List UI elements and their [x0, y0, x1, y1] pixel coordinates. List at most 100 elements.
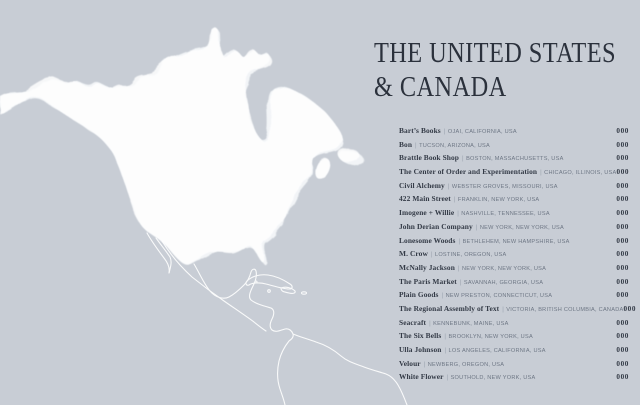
entry-divider: | — [459, 279, 462, 286]
entry-name: Brattle Book Shop — [399, 153, 460, 163]
cuba-islet-outline — [254, 280, 258, 284]
entry-divider: | — [462, 156, 464, 163]
contents-entry-row: Brattle Book Shop | BOSTON, MASSACHUSETT… — [399, 153, 629, 167]
entry-page-number: 000 — [616, 222, 629, 231]
contents-entry-row: McNally Jackson | NEW YORK, NEW YORK, US… — [399, 263, 629, 277]
entry-name: Bart’s Books — [399, 126, 441, 135]
contents-entry-row: Seacraft | KENNEBUNK, MAINE, USA 000 — [399, 318, 629, 332]
entry-page-number: 000 — [616, 318, 629, 327]
entry-location: NASHVILLE, TENNESSEE, USA — [461, 211, 550, 218]
entry-page-number: 000 — [616, 181, 629, 190]
entry-location: BOSTON, MASSACHUSETTS, USA — [466, 156, 564, 163]
entry-location: TUCSON, ARIZONA, USA — [419, 142, 490, 149]
entry-page-number: 000 — [616, 140, 629, 149]
entry-name: Lonesome Woods — [399, 235, 456, 245]
entry-page-number: 000 — [616, 154, 629, 163]
entry-name: M. Crow — [399, 249, 428, 259]
entry-name: Civil Alchemy — [399, 180, 445, 190]
entry-location: BETHLEHEM, NEW HAMPSHIRE, USA — [462, 238, 570, 245]
entry-name: Imogene + Willie — [399, 208, 455, 218]
entry-divider: | — [458, 238, 461, 245]
contents-entry-row: Lonesome Woods | BETHLEHEM, NEW HAMPSHIR… — [399, 236, 629, 250]
entry-name: McNally Jackson — [399, 262, 455, 272]
contents-entry-row: Plain Goods | NEW PRESTON, CONNECTICUT, … — [399, 290, 629, 304]
entry-page-number: 000 — [616, 250, 629, 259]
baja-california-outline — [146, 232, 170, 274]
entry-page-number: 000 — [616, 209, 629, 218]
entry-divider: | — [447, 183, 450, 190]
hispaniola-outline — [280, 286, 296, 294]
contents-entry-row: John Derian Company | NEW YORK, NEW YORK… — [399, 222, 629, 236]
entry-name: 422 Main Street — [399, 194, 451, 204]
entry-location: NEW PRESTON, CONNECTICUT, USA — [445, 293, 553, 300]
entry-name: The Paris Market — [399, 276, 457, 286]
puerto-rico-outline — [300, 291, 308, 295]
entry-location: NEW YORK, NEW YORK, USA — [479, 224, 565, 231]
entry-page-number: 000 — [616, 291, 629, 300]
mexico-gulf-coast-outline — [193, 263, 294, 405]
entry-name: The Center of Order and Experimentation — [399, 167, 538, 177]
mexico-central-america-outline — [146, 232, 408, 405]
entry-divider: | — [441, 293, 444, 300]
entry-location: FRANKLIN, NEW YORK, USA — [457, 197, 540, 204]
entry-divider: | — [457, 265, 460, 272]
page-title: THE UNITED STATES & CANADA — [374, 36, 640, 104]
entry-divider: | — [443, 129, 446, 135]
contents-entry-row: 422 Main Street | FRANKLIN, NEW YORK, US… — [399, 194, 629, 208]
page-title-line2: & CANADA — [374, 71, 507, 103]
entry-divider: | — [444, 334, 446, 341]
entry-page-number: 000 — [616, 373, 629, 382]
entry-list: Bart’s Books | OJAI, CALIFORNIA, USA 000… — [399, 126, 635, 386]
entry-name: The Regional Assembly of Text — [399, 303, 500, 313]
entry-location: CHICAGO, ILLINOIS, USA — [544, 170, 617, 177]
entry-name: Seacraft — [399, 317, 427, 327]
jamaica-outline — [267, 289, 271, 293]
contents-entry-row: Imogene + Willie | NASHVILLE, TENNESSEE,… — [399, 208, 629, 222]
entry-divider: | — [475, 224, 478, 231]
entry-location: SOUTHOLD, NEW YORK, USA — [450, 375, 536, 382]
entry-name: Plain Goods — [399, 290, 439, 300]
entry-divider: | — [423, 361, 426, 368]
entry-location: SAVANNAH, GEORGIA, USA — [463, 279, 544, 286]
us-canada-landmass — [0, 27, 361, 264]
entry-page-number: 000 — [623, 304, 637, 313]
entry-divider: | — [429, 320, 431, 327]
entry-page-number: 000 — [616, 277, 629, 286]
entry-divider: | — [457, 211, 459, 218]
entry-divider: | — [446, 375, 449, 382]
entry-page-number: 000 — [616, 263, 629, 272]
entry-page-number: 000 — [616, 236, 629, 245]
entry-divider: | — [502, 306, 504, 313]
contents-entry-row: The Six Bells | BROOKLYN, NEW YORK, USA … — [399, 331, 629, 345]
entry-location: LOS ANGELES, CALIFORNIA, USA — [448, 348, 546, 354]
entry-page-number: 000 — [616, 346, 629, 354]
entry-location: WEBSTER GROVES, MISSOURI, USA — [451, 183, 558, 190]
mexico-pacific-coast-outline — [161, 240, 267, 332]
entry-divider: | — [415, 142, 417, 149]
entry-location: NEWBERG, OREGON, USA — [427, 361, 505, 368]
entry-name: White Flower — [399, 372, 444, 382]
contents-entry-row: The Regional Assembly of Text | VICTORIA… — [399, 303, 635, 318]
entry-page-number: 000 — [616, 127, 629, 135]
cuba-outline — [245, 274, 293, 290]
contents-entry-row: Bon | TUCSON, ARIZONA, USA 000 — [399, 140, 629, 154]
contents-entry-row: The Paris Market | SAVANNAH, GEORGIA, US… — [399, 277, 629, 291]
gulf-of-california-outline — [155, 237, 172, 274]
contents-entry-row: Civil Alchemy | WEBSTER GROVES, MISSOURI… — [399, 181, 629, 195]
entry-name: John Derian Company — [399, 221, 473, 231]
entry-divider: | — [430, 252, 433, 259]
entry-name: Velour — [399, 358, 421, 368]
entry-name: The Six Bells — [399, 331, 442, 341]
south-america-north-coast-outline — [292, 333, 408, 405]
entry-divider: | — [453, 197, 456, 204]
entry-page-number: 000 — [616, 168, 630, 177]
contents-entry-row: The Center of Order and Experimentation … — [399, 167, 629, 181]
contents-entry-row: M. Crow | LOSTINE, OREGON, USA 000 — [399, 249, 629, 263]
entry-divider: | — [444, 348, 447, 354]
contents-entry-row: Bart’s Books | OJAI, CALIFORNIA, USA 000 — [399, 126, 629, 140]
page-title-line1: THE UNITED STATES — [374, 37, 616, 69]
entry-page-number: 000 — [616, 195, 629, 204]
contents-entry-row: Ulla Johnson | LOS ANGELES, CALIFORNIA, … — [399, 345, 629, 359]
contents-entry-row: Velour | NEWBERG, OREGON, USA 000 — [399, 359, 629, 373]
entry-location: BROOKLYN, NEW YORK, USA — [448, 334, 533, 341]
